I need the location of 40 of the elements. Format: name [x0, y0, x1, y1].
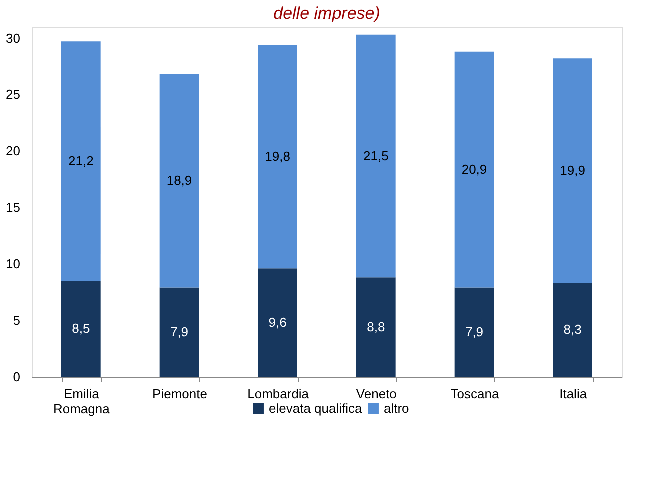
- legend-label: elevata qualifica: [269, 400, 363, 416]
- x-tick-label: Emilia Romagna: [53, 386, 111, 416]
- bar: [454, 288, 494, 377]
- y-tick-label: 5: [13, 313, 20, 328]
- data-label: 8,3: [564, 322, 582, 338]
- data-label: 20,9: [462, 162, 488, 177]
- data-label: 7,9: [170, 324, 189, 340]
- bar: [160, 288, 200, 377]
- chart-title: delle imprese): [274, 4, 380, 23]
- y-tick-label: 20: [6, 144, 20, 159]
- bar: [454, 52, 494, 288]
- data-label: 19,9: [560, 162, 586, 178]
- data-label: 8,5: [72, 321, 90, 336]
- data-label: 18,9: [166, 173, 192, 188]
- bar: [62, 42, 101, 282]
- y-tick-label: 10: [6, 256, 20, 272]
- x-tick-label: Lombardia: [248, 386, 310, 402]
- data-label: 7,9: [465, 324, 484, 340]
- data-label: 9,6: [268, 314, 287, 330]
- x-tick-label: Toscana: [450, 386, 500, 402]
- y-tick-label: 0: [13, 370, 20, 384]
- y-tick-label: 25: [6, 87, 20, 102]
- x-tick-label: Veneto: [356, 386, 397, 402]
- data-label: 21,5: [364, 148, 389, 164]
- bar: [258, 45, 298, 269]
- data-label: 19,8: [265, 148, 290, 164]
- bar: [553, 58, 592, 284]
- x-tick-label: Piemonte: [152, 386, 208, 402]
- y-tick-label: 15: [6, 200, 20, 216]
- bar: [258, 268, 298, 377]
- data-label: 21,2: [68, 153, 94, 168]
- y-tick-label: 30: [6, 30, 20, 46]
- legend-label: altro: [384, 400, 410, 416]
- bar: [356, 34, 396, 278]
- x-tick-label: Italia: [560, 386, 588, 402]
- bar: [356, 278, 396, 377]
- bar: [160, 74, 200, 288]
- data-label: 8,8: [367, 319, 386, 334]
- bar: [62, 281, 101, 377]
- bar: [553, 283, 592, 377]
